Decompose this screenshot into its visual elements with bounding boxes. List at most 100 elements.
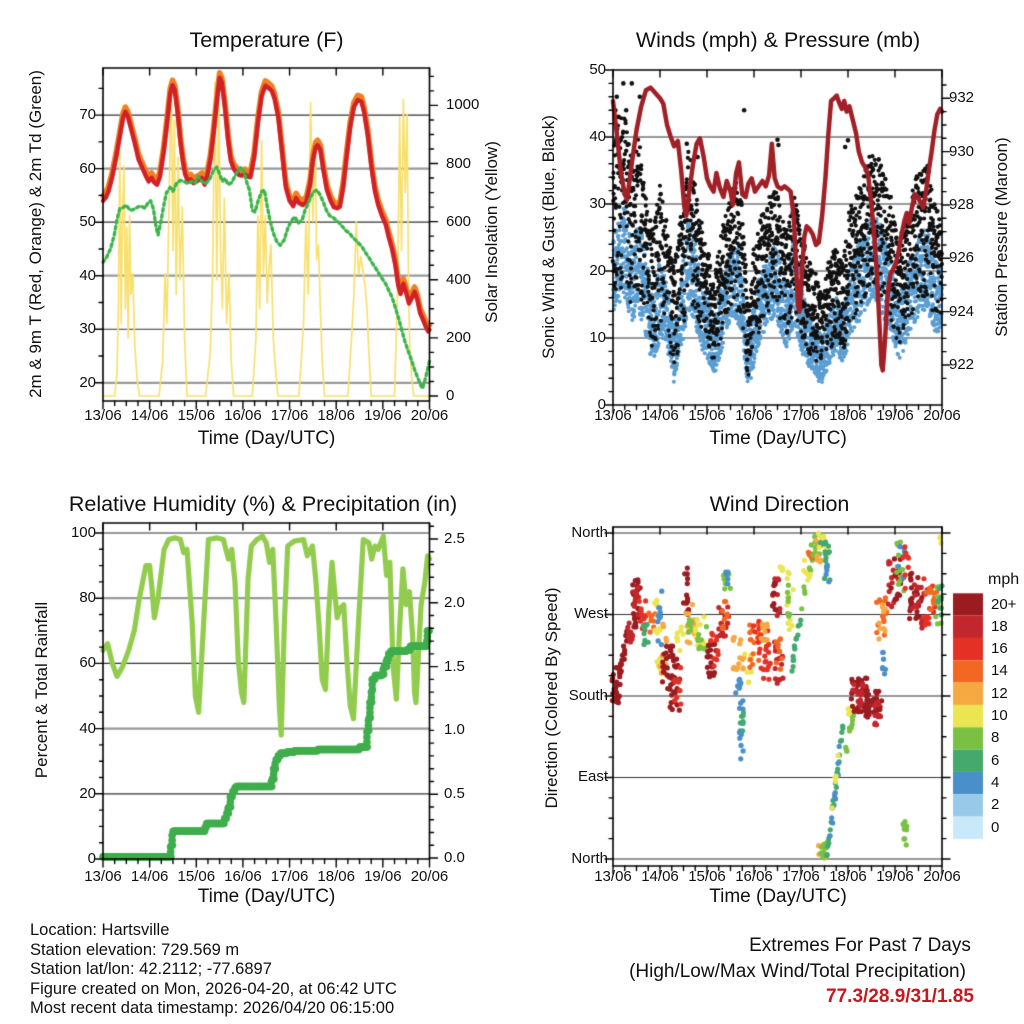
p4-xtick-label: 19/06 [876,868,914,885]
x-axis-title-p1: Time (Day/UTC) [197,428,336,449]
p3-ytick-left-label: 60 [79,654,96,672]
p3-xtick-label: 16/06 [224,868,262,885]
p2-ytick-left-label: 40 [589,128,606,145]
p2-ytick-right-label: 924 [949,302,975,320]
p3-ytick-left-label: 100 [70,524,96,541]
p4-direction-tick-label: South [568,686,608,704]
legend-class-label: 10 [991,707,1008,725]
p2-xtick-label: 18/06 [829,407,867,424]
legend-class-label: 4 [991,774,1000,792]
panel-title-wind-direction: Wind Direction [709,492,850,516]
legend-class-label: 18 [991,617,1008,635]
p3-ytick-left-label: 0 [87,850,96,867]
p2-xtick-label: 17/06 [782,407,820,424]
footer-timestamp: Most recent data timestamp: 2026/04/20 0… [30,999,395,1018]
p2-xtick-label: 13/06 [594,407,632,424]
p2-ytick-left-label: 50 [589,61,606,78]
p1-ytick-right-label: 1000 [446,96,480,114]
p3-ytick-left-label: 20 [79,784,96,802]
footer-created: Figure created on Mon, 2026-04-20, at 06… [30,979,397,998]
p3-ytick-right-label: 2.5 [444,530,465,547]
p1-xtick-label: 14/06 [130,407,169,424]
legend-class-label: 0 [991,818,1000,836]
p2-ytick-right-label: 926 [949,249,975,267]
p3-ytick-right-label: 0.5 [444,785,465,803]
p1-xtick-label: 17/06 [270,407,309,424]
p4-xtick-label: 17/06 [782,868,820,885]
p2-ytick-left-label: 0 [597,396,606,413]
p1-ytick-left-label: 40 [79,266,96,284]
panel-title-temperature: Temperature (F) [189,28,344,52]
p3-ytick-right-label: 1.5 [444,657,465,675]
p3-xtick-label: 17/06 [270,868,309,885]
x-axis-title-p2: Time (Day/UTC) [709,428,847,449]
p2-xtick-label: 20/06 [923,407,961,424]
p3-ytick-right-label: 1.0 [444,721,465,739]
p3-xtick-label: 14/06 [130,868,169,885]
p3-ytick-left-label: 80 [79,589,96,607]
y-axis-label-direction: Direction (Colored By Speed) [542,587,561,809]
p4-direction-tick-label: North [571,523,608,541]
legend-class-label: 12 [991,684,1008,702]
extremes-values: 77.3/28.9/31/1.85 [826,986,974,1007]
panel-title-humidity-precip: Relative Humidity (%) & Precipitation (i… [68,492,458,516]
y-axis-label-temperature-left: 2m & 9m T (Red, Orange) & 2m Td (Green) [26,70,45,398]
p4-direction-tick-label: East [577,768,608,786]
p2-xtick-label: 16/06 [735,407,773,424]
p2-ytick-right-label: 930 [949,142,975,160]
p3-ytick-left-label: 40 [79,719,96,737]
p3-xtick-label: 19/06 [364,868,402,885]
p4-xtick-label: 15/06 [688,868,726,885]
p4-xtick-label: 14/06 [641,868,679,885]
p2-ytick-left-label: 30 [589,195,606,212]
p2-xtick-label: 19/06 [876,407,914,424]
legend-title-mph: mph [988,571,1020,588]
x-axis-title-p4: Time (Day/UTC) [709,886,847,907]
legend-class-label: 2 [991,796,1000,814]
p2-ytick-left-label: 20 [589,262,606,279]
p1-ytick-left-label: 50 [79,213,96,231]
station-info-footer: Location: Hartsville Station elevation: … [30,921,397,1019]
p1-ytick-right-label: 0 [446,387,455,404]
legend-class-label: 16 [991,640,1008,658]
p3-xtick-label: 20/06 [410,868,449,885]
p4-xtick-label: 20/06 [923,868,961,885]
p1-ytick-left-label: 70 [79,106,96,124]
footer-latlon: Station lat/lon: 42.2112; -77.6897 [30,960,272,979]
legend-class-label: 8 [991,729,1000,747]
p2-xtick-label: 15/06 [688,407,726,424]
y-axis-label-wind-left: Sonic Wind & Gust (Blue, Black) [539,115,558,359]
footer-elevation: Station elevation: 729.569 m [30,940,240,959]
p1-ytick-right-label: 200 [446,328,472,346]
p2-ytick-right-label: 922 [949,356,975,373]
p2-ytick-right-label: 932 [949,89,975,107]
legend-class-label: 14 [991,662,1008,680]
x-axis-title-p3: Time (Day/UTC) [197,886,336,907]
p1-xtick-label: 15/06 [177,407,216,424]
p2-ytick-left-label: 10 [589,329,606,346]
p1-ytick-right-label: 600 [446,212,472,230]
p4-xtick-label: 18/06 [829,868,867,885]
p3-xtick-label: 13/06 [84,868,122,885]
p1-xtick-label: 18/06 [317,407,355,424]
extremes-heading: Extremes For Past 7 Days [749,935,971,956]
p2-xtick-label: 14/06 [641,407,679,424]
p1-xtick-label: 19/06 [364,407,402,424]
p1-ytick-right-label: 400 [446,270,472,288]
p1-xtick-label: 20/06 [410,407,449,424]
y-axis-label-insolation-right: Solar Insolation (Yellow) [482,141,501,323]
panel-title-winds-pressure: Winds (mph) & Pressure (mb) [635,28,921,52]
p1-xtick-label: 13/06 [84,407,122,424]
p1-xtick-label: 16/06 [224,407,262,424]
p4-direction-tick-label: North [571,850,608,867]
extremes-subheading: (High/Low/Max Wind/Total Precipitation) [629,961,966,982]
p3-ytick-right-label: 0.0 [444,849,465,866]
p3-xtick-label: 18/06 [317,868,355,885]
p1-ytick-left-label: 20 [79,373,96,391]
footer-location: Location: Hartsville [30,921,170,939]
p1-ytick-left-label: 60 [79,159,96,177]
y-axis-label-percent-rainfall: Percent & Total Rainfall [32,601,51,779]
y-axis-label-pressure-right: Station Pressure (Maroon) [992,137,1011,337]
